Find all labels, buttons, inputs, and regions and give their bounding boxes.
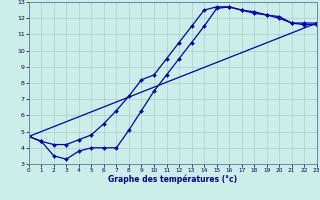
X-axis label: Graphe des températures (°c): Graphe des températures (°c) (108, 174, 237, 184)
